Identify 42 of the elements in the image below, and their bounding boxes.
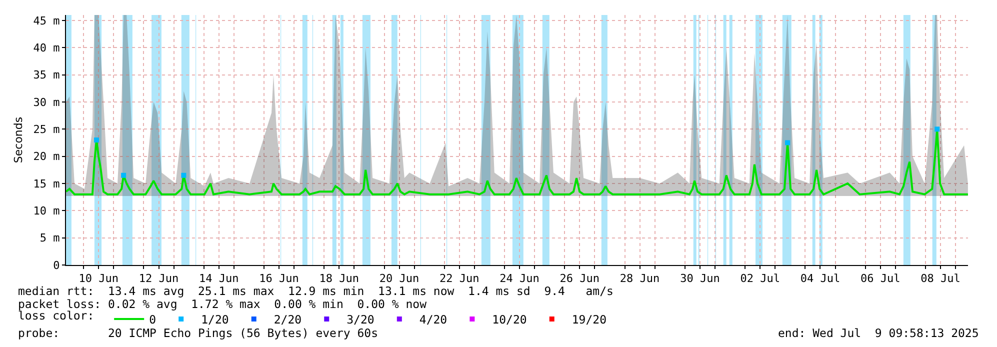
- legend-label: 4/20: [419, 312, 448, 326]
- y-tick-label: 35 m: [33, 68, 60, 82]
- x-tick-label: 22 Jun: [440, 272, 480, 286]
- y-tick-label: 25 m: [33, 122, 60, 136]
- text: probe: 20 ICMP Echo Pings (56 Bytes) every 60s: [18, 326, 378, 340]
- y-axis-title: Seconds: [12, 116, 25, 164]
- x-tick-label: 18 Jun: [319, 272, 360, 286]
- point: [934, 126, 940, 132]
- legend-label: 19/20: [572, 312, 607, 326]
- y-tick-label: 20 m: [33, 150, 60, 164]
- legend-label: 1/20: [201, 312, 229, 326]
- y-tick-label: 30 m: [33, 96, 60, 109]
- x-tick-label: 28 Jun: [620, 272, 660, 286]
- point: [785, 140, 790, 146]
- point: [181, 172, 186, 178]
- text: end: Wed Jul 9 09:58:13 2025: [778, 326, 979, 340]
- text: median rtt: 13.4 ms avg 25.1 ms max 12.9 ms min 13.1 ms now 1.4 ms sd 9.4 am/s: [18, 284, 614, 298]
- legend-label: 3/20: [346, 312, 374, 326]
- y-tick-label: 15 m: [33, 177, 60, 190]
- legend-label: 10/20: [492, 312, 527, 326]
- x-tick-label: 24 Jun: [500, 272, 540, 286]
- x-tick-label: 12 Jun: [138, 272, 179, 286]
- x-tick-label: 20 Jun: [379, 272, 420, 286]
- x-tick-label: 06 Jul: [860, 272, 900, 286]
- y-tick-label: 5 m: [40, 232, 60, 245]
- x-tick-label: 14 Jun: [199, 272, 239, 286]
- point: [121, 172, 126, 178]
- x-tick-label: 04 Jul: [800, 272, 840, 286]
- legend-label: 2/20: [274, 312, 302, 326]
- y-tick-label: 10 m: [33, 204, 60, 218]
- y-tick-label: 45 m: [33, 14, 60, 28]
- x-tick-label: 10 Jun: [78, 272, 118, 286]
- point: [94, 138, 100, 142]
- x-tick-label: 02 Jul: [740, 272, 780, 286]
- x-tick-label: 30 Jun: [680, 272, 720, 286]
- y-tick-label: 0: [53, 258, 60, 272]
- x-tick-label: 26 Jun: [560, 272, 600, 286]
- text: packet loss: 0.02 % avg 1.72 % max 0.00 % min 0.00 % now: [18, 297, 427, 311]
- legend-label: 0: [149, 312, 156, 326]
- x-tick-label: 16 Jun: [259, 272, 299, 286]
- x-tick-label: 08 Jul: [920, 272, 960, 286]
- y-tick-label: 40 m: [33, 41, 60, 54]
